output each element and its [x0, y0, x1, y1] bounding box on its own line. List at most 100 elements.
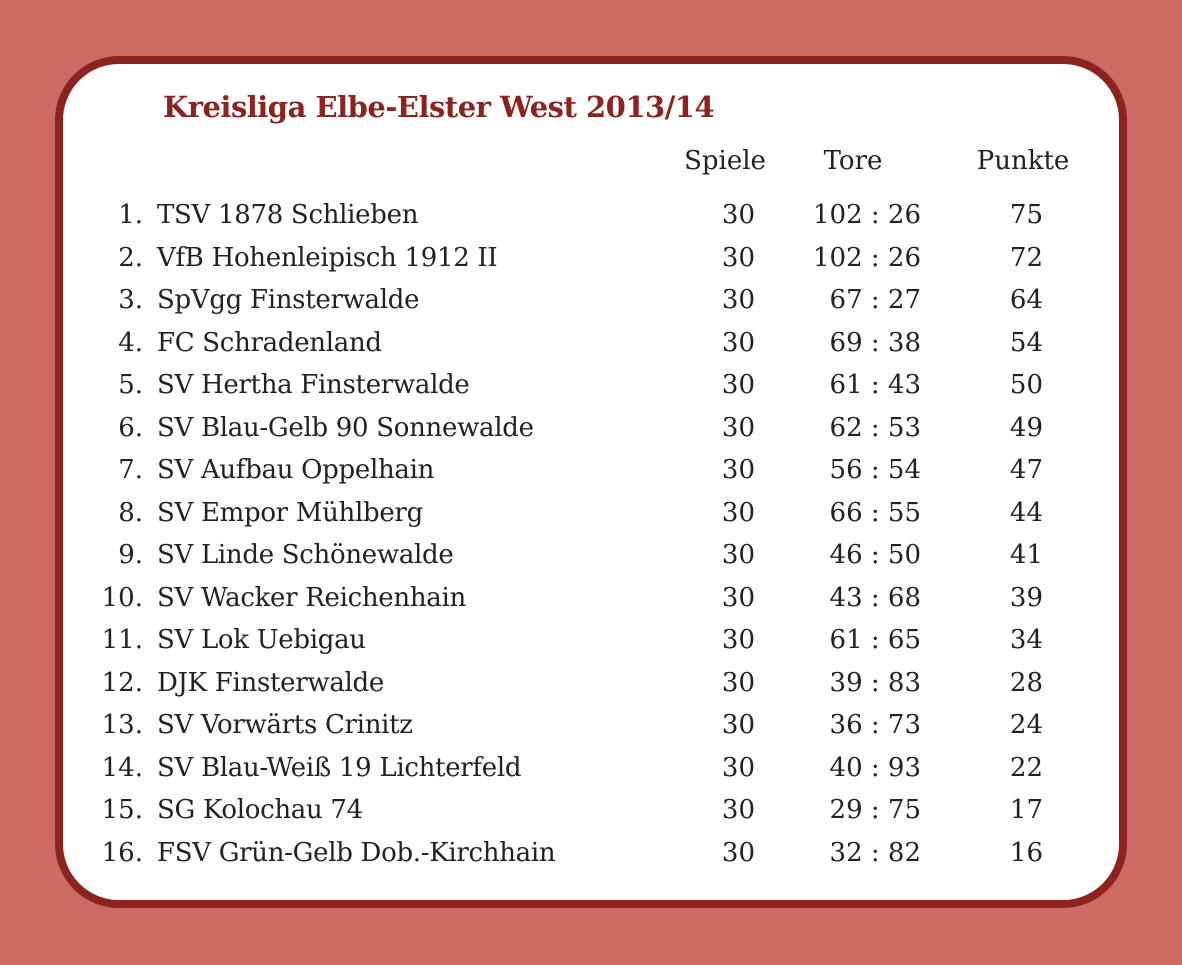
team-name: FSV Grün-Gelb Dob.-Kirchhain	[157, 837, 556, 868]
goals: 39 : 83	[829, 667, 921, 698]
standings-list: 1. TSV 1878 Schlieben 30 102 : 26 75 2. …	[63, 196, 1119, 876]
points: 41	[1009, 540, 1043, 570]
games-played: 30	[721, 412, 755, 443]
team-name: SV Blau-Weiß 19 Lichterfeld	[157, 752, 522, 783]
team-name: SV Wacker Reichenhain	[157, 582, 466, 613]
table-row: 14. SV Blau-Weiß 19 Lichterfeld 30 40 : …	[63, 749, 1119, 792]
team-name: SV Blau-Gelb 90 Sonnewalde	[157, 412, 534, 443]
column-header-tore: Tore	[823, 146, 883, 176]
games-played: 30	[721, 497, 755, 528]
games-played: 30	[721, 455, 755, 485]
team-name: TSV 1878 Schlieben	[157, 200, 419, 230]
rank: 14.	[101, 752, 143, 783]
points: 47	[1009, 455, 1043, 485]
games-played: 30	[721, 837, 755, 868]
team-name: SpVgg Finsterwalde	[157, 285, 420, 315]
points: 50	[1009, 370, 1043, 400]
points: 75	[1009, 200, 1043, 230]
team-name: SV Linde Schönewalde	[157, 540, 454, 570]
team-name: SG Kolochau 74	[157, 795, 363, 825]
games-played: 30	[721, 327, 755, 358]
games-played: 30	[721, 285, 755, 315]
rank: 6.	[118, 412, 143, 443]
team-name: SV Vorwärts Crinitz	[157, 710, 413, 740]
points: 24	[1009, 710, 1043, 740]
table-row: 7. SV Aufbau Oppelhain 30 56 : 54 47	[63, 451, 1119, 494]
goals: 61 : 65	[829, 625, 921, 655]
goals: 69 : 38	[829, 327, 921, 358]
column-header-spiele: Spiele	[684, 146, 766, 176]
goals: 56 : 54	[829, 455, 921, 485]
games-played: 30	[721, 795, 755, 825]
goals: 102 : 26	[813, 242, 921, 273]
table-row: 13. SV Vorwärts Crinitz 30 36 : 73 24	[63, 706, 1119, 749]
games-played: 30	[721, 370, 755, 400]
table-row: 12. DJK Finsterwalde 30 39 : 83 28	[63, 664, 1119, 707]
goals: 46 : 50	[829, 540, 921, 570]
team-name: FC Schradenland	[157, 327, 382, 358]
team-name: VfB Hohenleipisch 1912 II	[157, 242, 498, 273]
points: 16	[1009, 837, 1043, 868]
rank: 3.	[118, 285, 143, 315]
games-played: 30	[721, 582, 755, 613]
table-row: 2. VfB Hohenleipisch 1912 II 30 102 : 26…	[63, 239, 1119, 282]
rank: 10.	[101, 582, 143, 613]
games-played: 30	[721, 200, 755, 230]
rank: 1.	[118, 200, 143, 230]
rank: 9.	[118, 540, 143, 570]
rank: 7.	[118, 455, 143, 485]
goals: 29 : 75	[829, 795, 921, 825]
points: 72	[1009, 242, 1043, 273]
rank: 16.	[101, 837, 143, 868]
rank: 13.	[101, 710, 143, 740]
goals: 66 : 55	[829, 497, 921, 528]
goals: 62 : 53	[829, 412, 921, 443]
table-row: 1. TSV 1878 Schlieben 30 102 : 26 75	[63, 196, 1119, 239]
rank: 8.	[118, 497, 143, 528]
team-name: DJK Finsterwalde	[157, 667, 384, 698]
table-row: 10. SV Wacker Reichenhain 30 43 : 68 39	[63, 579, 1119, 622]
table-row: 5. SV Hertha Finsterwalde 30 61 : 43 50	[63, 366, 1119, 409]
table-row: 11. SV Lok Uebigau 30 61 : 65 34	[63, 621, 1119, 664]
goals: 36 : 73	[829, 710, 921, 740]
games-played: 30	[721, 242, 755, 273]
table-row: 9. SV Linde Schönewalde 30 46 : 50 41	[63, 536, 1119, 579]
table-title: Kreisliga Elbe-Elster West 2013/14	[163, 90, 715, 124]
games-played: 30	[721, 667, 755, 698]
points: 44	[1009, 497, 1043, 528]
column-header-punkte: Punkte	[976, 146, 1070, 176]
points: 17	[1009, 795, 1043, 825]
points: 34	[1009, 625, 1043, 655]
team-name: SV Hertha Finsterwalde	[157, 370, 470, 400]
team-name: SV Empor Mühlberg	[157, 497, 423, 528]
goals: 32 : 82	[829, 837, 921, 868]
points: 54	[1009, 327, 1043, 358]
rank: 2.	[118, 242, 143, 273]
table-row: 6. SV Blau-Gelb 90 Sonnewalde 30 62 : 53…	[63, 409, 1119, 452]
games-played: 30	[721, 710, 755, 740]
rank: 5.	[118, 370, 143, 400]
goals: 40 : 93	[829, 752, 921, 783]
league-table-card: Kreisliga Elbe-Elster West 2013/14 Spiel…	[55, 56, 1127, 908]
points: 28	[1009, 667, 1043, 698]
games-played: 30	[721, 540, 755, 570]
table-row: 15. SG Kolochau 74 30 29 : 75 17	[63, 791, 1119, 834]
table-row: 8. SV Empor Mühlberg 30 66 : 55 44	[63, 494, 1119, 537]
table-row: 16. FSV Grün-Gelb Dob.-Kirchhain 30 32 :…	[63, 834, 1119, 877]
rank: 15.	[101, 795, 143, 825]
rank: 4.	[118, 327, 143, 358]
table-row: 4. FC Schradenland 30 69 : 38 54	[63, 324, 1119, 367]
rank: 12.	[101, 667, 143, 698]
goals: 61 : 43	[829, 370, 921, 400]
points: 22	[1009, 752, 1043, 783]
goals: 67 : 27	[829, 285, 921, 315]
points: 64	[1009, 285, 1043, 315]
points: 49	[1009, 412, 1043, 443]
games-played: 30	[721, 625, 755, 655]
points: 39	[1009, 582, 1043, 613]
rank: 11.	[101, 625, 143, 655]
games-played: 30	[721, 752, 755, 783]
team-name: SV Aufbau Oppelhain	[157, 455, 435, 485]
team-name: SV Lok Uebigau	[157, 625, 366, 655]
goals: 43 : 68	[829, 582, 921, 613]
